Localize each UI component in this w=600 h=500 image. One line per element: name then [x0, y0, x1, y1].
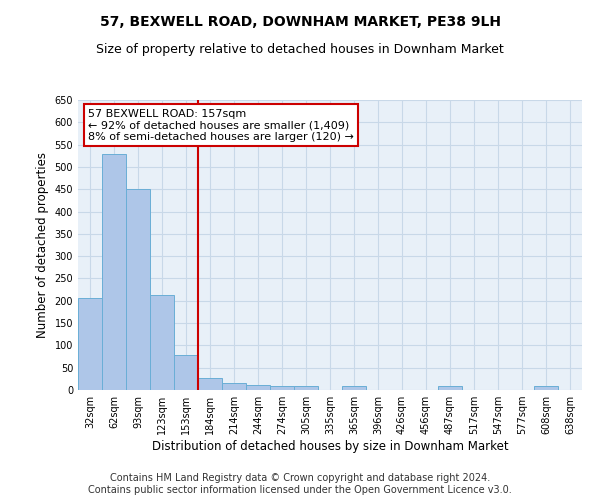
Text: Size of property relative to detached houses in Downham Market: Size of property relative to detached ho…: [96, 42, 504, 56]
Bar: [246, 384, 270, 390]
Bar: [78, 298, 102, 390]
Bar: [126, 189, 150, 390]
Bar: [438, 386, 462, 390]
Bar: [342, 386, 366, 390]
Bar: [534, 386, 558, 390]
Bar: [270, 386, 294, 390]
Text: 57, BEXWELL ROAD, DOWNHAM MARKET, PE38 9LH: 57, BEXWELL ROAD, DOWNHAM MARKET, PE38 9…: [100, 15, 500, 29]
Bar: [150, 296, 174, 390]
X-axis label: Distribution of detached houses by size in Downham Market: Distribution of detached houses by size …: [152, 440, 508, 453]
Bar: [102, 154, 126, 390]
Text: 57 BEXWELL ROAD: 157sqm
← 92% of detached houses are smaller (1,409)
8% of semi-: 57 BEXWELL ROAD: 157sqm ← 92% of detache…: [88, 108, 354, 142]
Text: Contains HM Land Registry data © Crown copyright and database right 2024.
Contai: Contains HM Land Registry data © Crown c…: [88, 474, 512, 495]
Bar: [174, 355, 198, 390]
Bar: [222, 384, 246, 390]
Bar: [198, 378, 222, 390]
Bar: [294, 386, 318, 390]
Y-axis label: Number of detached properties: Number of detached properties: [36, 152, 49, 338]
